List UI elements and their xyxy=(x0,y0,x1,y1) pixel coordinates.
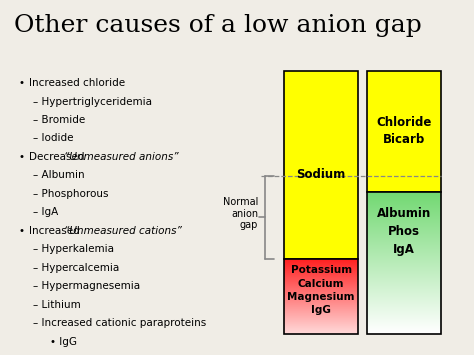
Text: •: • xyxy=(19,152,25,162)
Text: Decreased: Decreased xyxy=(29,152,88,162)
Text: – Albumin: – Albumin xyxy=(33,170,85,180)
Text: – Hypercalcemia: – Hypercalcemia xyxy=(33,263,119,273)
Bar xyxy=(367,71,441,192)
Text: Sodium: Sodium xyxy=(297,168,346,181)
Text: • IgG: • IgG xyxy=(50,337,77,346)
Text: Normal
anion
gap: Normal anion gap xyxy=(223,197,258,230)
Text: Chloride
Bicarb: Chloride Bicarb xyxy=(376,116,432,146)
Text: – Hypermagnesemia: – Hypermagnesemia xyxy=(33,281,140,291)
Text: – Lithium: – Lithium xyxy=(33,300,81,310)
Text: Increased chloride: Increased chloride xyxy=(29,78,126,88)
Text: – Phosphorous: – Phosphorous xyxy=(33,189,109,199)
Text: – Bromide: – Bromide xyxy=(33,115,85,125)
Text: – Hypertriglyceridemia: – Hypertriglyceridemia xyxy=(33,97,152,106)
Text: “Unmeasured anions”: “Unmeasured anions” xyxy=(64,152,178,162)
Bar xyxy=(284,71,358,259)
Text: Increased: Increased xyxy=(29,226,83,236)
Text: Potassium
Calcium
Magnesium
IgG: Potassium Calcium Magnesium IgG xyxy=(287,266,355,315)
Text: – IgA: – IgA xyxy=(33,207,58,217)
Text: – Hyperkalemia: – Hyperkalemia xyxy=(33,244,114,254)
Text: – Iodide: – Iodide xyxy=(33,133,73,143)
Text: – Increased cationic paraproteins: – Increased cationic paraproteins xyxy=(33,318,207,328)
Text: “Unmeasured cations”: “Unmeasured cations” xyxy=(64,226,182,236)
Text: Other causes of a low anion gap: Other causes of a low anion gap xyxy=(14,14,422,37)
Text: •: • xyxy=(19,78,25,88)
Text: Albumin
Phos
IgA: Albumin Phos IgA xyxy=(377,207,431,256)
Text: •: • xyxy=(19,226,25,236)
